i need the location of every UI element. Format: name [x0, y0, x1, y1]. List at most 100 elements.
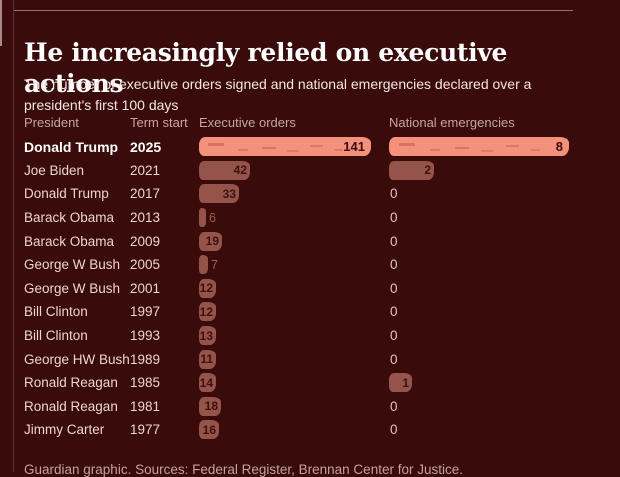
zero-value-label: 0 [390, 280, 398, 296]
term-cell: 2013 [130, 210, 161, 226]
table-row: Ronald Reagan 1981 18 0 [24, 395, 612, 419]
value-bar: 16 [199, 420, 219, 440]
executive-orders-bar-cell: 7 [199, 253, 389, 277]
executive-orders-bar-cell: 12 [199, 277, 389, 301]
president-cell: Jimmy Carter [24, 422, 105, 438]
value-bar: 33 [199, 184, 239, 204]
term-cell: 1993 [130, 328, 161, 344]
president-cell: Bill Clinton [24, 304, 88, 320]
top-divider-rule [14, 10, 573, 11]
national-emergencies-bar-cell: 0 [389, 253, 612, 277]
term-cell: 2017 [130, 186, 161, 202]
value-bar: 42 [199, 160, 250, 180]
bar-value-label: 33 [222, 186, 236, 201]
zero-value-label: 0 [390, 398, 398, 414]
table-row: Ronald Reagan 1985 14 1 [24, 371, 612, 395]
national-emergencies-bar-cell: 0 [389, 182, 612, 206]
value-bar: 2 [389, 160, 434, 180]
value-bar: 11 [199, 349, 216, 369]
zero-value-label: 0 [390, 186, 398, 202]
president-cell: George HW Bush [24, 351, 130, 367]
zero-value-label: 0 [390, 233, 398, 249]
term-cell: 1981 [130, 398, 161, 414]
table-row: Bill Clinton 1997 12 0 [24, 300, 612, 324]
zero-value-label: 0 [390, 351, 398, 367]
zero-value-label: 0 [390, 257, 398, 273]
president-cell: Ronald Reagan [24, 398, 118, 414]
executive-orders-bar-cell: 13 [199, 324, 389, 348]
bar-value-label: 16 [202, 422, 216, 437]
bar-value-label: 12 [199, 281, 213, 296]
executive-orders-bar-cell: 14 [199, 371, 389, 395]
executive-orders-bar-cell: 19 [199, 229, 389, 253]
value-bar: 1 [389, 373, 412, 393]
president-cell: Donald Trump [24, 186, 109, 202]
column-header-executive-orders: Executive orders [199, 114, 296, 130]
column-header-president: President [24, 114, 79, 130]
executive-orders-bar-cell: 16 [199, 418, 389, 442]
bar-value-label: 19 [205, 234, 219, 249]
bar-value-label: 18 [204, 399, 218, 414]
value-bar [199, 255, 208, 275]
bar-value-label: 42 [233, 163, 247, 178]
table-rows: Donald Trump 2025 141 8 Joe Biden 2021 4… [24, 135, 612, 442]
left-border-rule [13, 0, 14, 472]
executive-orders-bar-cell: 33 [199, 182, 389, 206]
value-bar: 14 [199, 373, 216, 393]
national-emergencies-bar-cell: 0 [389, 300, 612, 324]
bar-value-label: 13 [199, 328, 213, 343]
executive-orders-bar-cell: 18 [199, 395, 389, 419]
table-row: George W Bush 2005 7 0 [24, 253, 612, 277]
term-cell: 1989 [130, 351, 161, 367]
zero-value-label: 0 [390, 304, 398, 320]
president-cell: George W Bush [24, 280, 121, 296]
value-bar [199, 208, 206, 228]
table-row: Bill Clinton 1993 13 0 [24, 324, 612, 348]
value-bar: 12 [199, 278, 216, 298]
national-emergencies-bar-cell: 0 [389, 277, 612, 301]
national-emergencies-bar-cell: 2 [389, 159, 612, 183]
national-emergencies-bar-cell: 1 [389, 371, 612, 395]
executive-orders-bar-cell: 42 [199, 159, 389, 183]
column-header-national-emergencies: National emergencies [389, 114, 515, 130]
term-cell: 2021 [130, 162, 161, 178]
national-emergencies-bar-cell: 0 [389, 395, 612, 419]
zero-value-label: 0 [390, 210, 398, 226]
source-attribution: Guardian graphic. Sources: Federal Regis… [24, 461, 463, 477]
table-row: Jimmy Carter 1977 16 0 [24, 418, 612, 442]
zero-value-label: 0 [390, 422, 398, 438]
bar-value-label: 11 [200, 352, 213, 367]
term-cell: 1977 [130, 422, 161, 438]
column-header-term-start: Term start [130, 114, 188, 130]
bar-value-label: 8 [555, 139, 563, 155]
term-cell: 1997 [130, 304, 161, 320]
president-cell: Joe Biden [24, 162, 85, 178]
term-cell: 2005 [130, 257, 161, 273]
national-emergencies-bar-cell: 0 [389, 418, 612, 442]
president-cell: Bill Clinton [24, 328, 88, 344]
table-row: George HW Bush 1989 11 0 [24, 347, 612, 371]
national-emergencies-bar-cell: 8 [389, 135, 612, 159]
national-emergencies-bar-cell: 0 [389, 229, 612, 253]
term-cell: 2009 [130, 233, 161, 249]
table-row: Donald Trump 2025 141 8 [24, 135, 612, 159]
table-row: Joe Biden 2021 42 2 [24, 159, 612, 183]
table-row: Barack Obama 2013 6 0 [24, 206, 612, 230]
bar-value-label: 2 [424, 163, 431, 178]
term-cell: 2001 [130, 280, 161, 296]
president-cell: Donald Trump [24, 138, 119, 155]
screenshot-edge-artifact [0, 0, 2, 46]
president-cell: Barack Obama [24, 210, 115, 226]
president-cell: Ronald Reagan [24, 375, 118, 391]
page-title: He increasingly relied on executive acti… [24, 37, 508, 98]
national-emergencies-bar-cell: 0 [389, 324, 612, 348]
executive-orders-bar-cell: 12 [199, 300, 389, 324]
table-header-row: President Term start Executive orders Na… [24, 109, 612, 135]
table-row: Donald Trump 2017 33 0 [24, 182, 612, 206]
chart-table: President Term start Executive orders Na… [24, 109, 612, 442]
chart-subtitle: The number of executive orders signed an… [24, 76, 532, 113]
highlight-bar: 8 [389, 137, 569, 157]
table-row: George W Bush 2001 12 0 [24, 277, 612, 301]
value-bar: 12 [199, 302, 216, 322]
zero-value-label: 0 [390, 328, 398, 344]
